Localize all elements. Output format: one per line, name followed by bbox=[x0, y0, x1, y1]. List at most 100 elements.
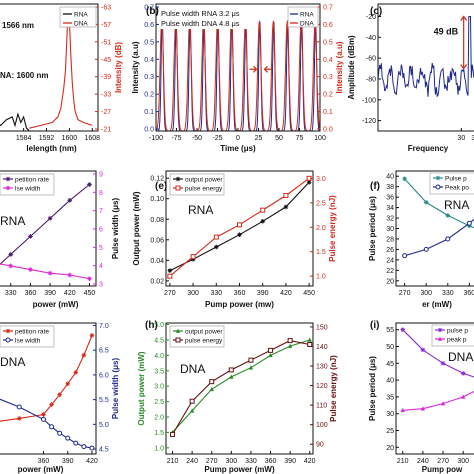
y-tick-label: 4.5 bbox=[99, 447, 109, 454]
y-tick-label: 25 bbox=[386, 428, 394, 435]
data-point bbox=[190, 254, 196, 260]
data-point bbox=[209, 379, 215, 385]
data-point bbox=[400, 407, 405, 413]
y-tick-label: 40 bbox=[386, 174, 394, 181]
x-axis-label: Pump power (mW) bbox=[204, 465, 275, 474]
y-tick-label: 0.4 bbox=[323, 57, 333, 64]
x-tick-label: 330 bbox=[442, 290, 454, 297]
y-tick-label: 22 bbox=[386, 268, 394, 275]
data-point bbox=[57, 392, 62, 397]
y-axis-label-left: Intensity (a.u) bbox=[131, 41, 140, 93]
data-point bbox=[440, 361, 446, 366]
y-tick-label: 0.3 bbox=[323, 74, 333, 81]
data-point bbox=[306, 179, 312, 185]
y-axis-label: Amplitude (dBm) bbox=[347, 35, 356, 100]
y-tick-label: 1.5 bbox=[316, 249, 326, 256]
legend-marker bbox=[5, 328, 11, 334]
x-tick-label: 0 bbox=[236, 135, 240, 142]
y-axis-label: Pulse width (μs) bbox=[111, 197, 120, 259]
data-point bbox=[402, 253, 408, 259]
snr-arrow bbox=[460, 15, 468, 70]
panel-label: (e) bbox=[155, 181, 167, 192]
y-tick-label: 32 bbox=[386, 216, 394, 223]
series-output-power bbox=[167, 179, 312, 273]
x-tick-label: 210 bbox=[167, 458, 179, 465]
data-point bbox=[189, 398, 195, 404]
y-tick-label: 45 bbox=[386, 361, 394, 368]
y-tick-label: -33 bbox=[101, 92, 111, 99]
x-tick-label: 450 bbox=[84, 290, 96, 297]
y-tick-label: 40 bbox=[386, 378, 394, 385]
y-tick-label: -80 bbox=[366, 76, 376, 83]
x-tick-label: 390 bbox=[44, 290, 56, 297]
data-point bbox=[283, 204, 289, 210]
data-point bbox=[209, 386, 214, 392]
data-point bbox=[73, 370, 79, 375]
sample-label: RNA bbox=[444, 198, 469, 212]
x-tick-label: 390 bbox=[62, 458, 74, 465]
width-arrow-left bbox=[249, 65, 258, 73]
data-point bbox=[268, 347, 274, 353]
y-axis-label: Pulse period (μs) bbox=[368, 196, 377, 261]
y-tick-label: 130 bbox=[316, 364, 328, 371]
y-tick-label: -27 bbox=[101, 109, 111, 116]
data-point bbox=[268, 352, 273, 358]
series-RNA bbox=[156, 20, 321, 132]
annotation-rna-width: Pulse width RNA 3.2 μs bbox=[161, 9, 240, 18]
x-tick-label: 330 bbox=[210, 290, 222, 297]
y-tick-label: -39 bbox=[101, 74, 111, 81]
y-tick-label: 1.5 bbox=[154, 430, 164, 437]
x-tick-label: 1584 bbox=[16, 135, 32, 142]
x-axis-label: er (mW) bbox=[422, 300, 452, 309]
x-tick-label: 1600 bbox=[62, 135, 78, 142]
data-point bbox=[57, 430, 63, 436]
y-tick-label: 34 bbox=[386, 205, 394, 212]
panel-h: (h) 210 240 270 300 330 360 390 420 1.0 1.5 2.0 2.5 3… bbox=[137, 320, 338, 474]
x-tick-label: 270 bbox=[437, 458, 449, 465]
y-tick-label: -100 bbox=[362, 97, 376, 104]
x-tick-label: 300 bbox=[187, 290, 199, 297]
y-tick-label: -51 bbox=[101, 39, 111, 46]
x-tick-label: 300 bbox=[457, 458, 469, 465]
x-tick-label: 1592 bbox=[39, 135, 55, 142]
data-point bbox=[213, 244, 219, 250]
data-point bbox=[67, 272, 73, 278]
y-tick-label: 38 bbox=[386, 184, 394, 191]
y-tick-label: 30 bbox=[386, 226, 394, 233]
sample-label: DNA bbox=[0, 355, 25, 369]
y-axis-label-right: Pulse energy (nJ) bbox=[329, 355, 338, 422]
series-line bbox=[0, 184, 90, 266]
x-tick-label: 75 bbox=[296, 135, 304, 142]
y-axis-label-right: Pulse energy (nJ) bbox=[328, 195, 337, 262]
x-axis-label: Time (μs) bbox=[220, 144, 256, 153]
data-point bbox=[65, 381, 71, 387]
series-pulse-energy bbox=[170, 338, 313, 437]
y-tick-label: 0.2 bbox=[323, 92, 333, 99]
y-tick-label: -120 bbox=[362, 118, 376, 125]
y-tick-label: 50 bbox=[386, 344, 394, 351]
legend-label: Peak po bbox=[445, 185, 469, 192]
legend-label: pulse p bbox=[447, 328, 468, 335]
data-point bbox=[190, 257, 196, 262]
x-tick-label: 240 bbox=[417, 458, 429, 465]
data-point bbox=[47, 270, 53, 276]
width-arrow-right bbox=[263, 65, 272, 73]
x-tick-label: 360 bbox=[38, 458, 50, 465]
y-tick-label: 30 bbox=[386, 411, 394, 418]
y-tick-label: 9 bbox=[99, 172, 103, 179]
data-point bbox=[16, 416, 22, 421]
y-tick-label: 20 bbox=[386, 445, 394, 452]
panel-h-frame bbox=[165, 322, 314, 455]
data-point bbox=[440, 401, 446, 406]
legend-marker bbox=[175, 328, 181, 333]
data-point bbox=[228, 367, 234, 373]
legend-box bbox=[287, 6, 319, 28]
data-point bbox=[423, 246, 429, 252]
y-tick-label: 2.5 bbox=[154, 399, 164, 406]
legend-label: DNA bbox=[300, 21, 314, 28]
panel-label: (b) bbox=[146, 6, 159, 17]
x-tick-label: -75 bbox=[171, 135, 181, 142]
y-tick-label: 2.0 bbox=[316, 225, 326, 232]
legend-marker bbox=[175, 176, 181, 182]
